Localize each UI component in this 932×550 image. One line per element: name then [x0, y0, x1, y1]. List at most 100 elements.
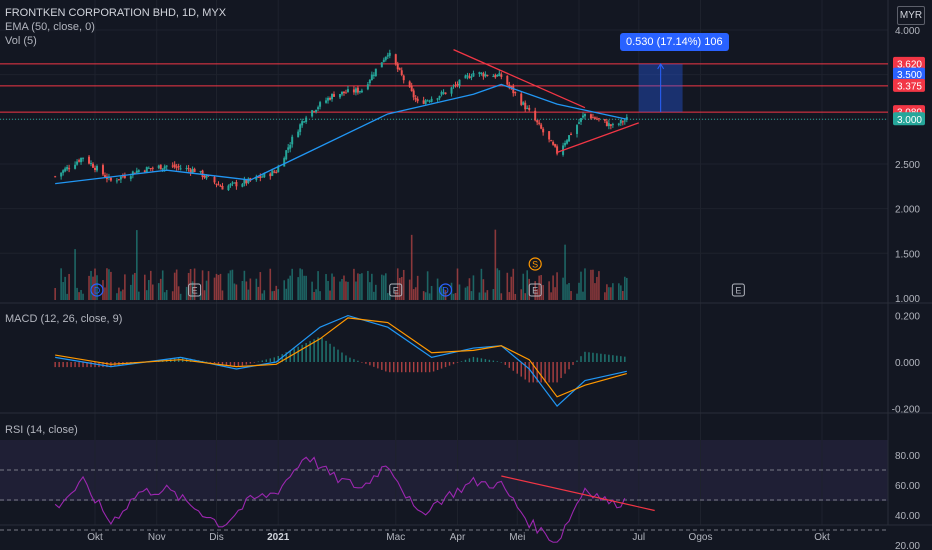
candle-body [64, 168, 67, 172]
volume-bar [478, 292, 481, 300]
volume-bar [373, 291, 375, 300]
volume-bar [54, 287, 56, 300]
candle-body [62, 170, 65, 173]
volume-bar [494, 229, 497, 300]
volume-bar [576, 293, 578, 300]
volume-bar [104, 287, 106, 300]
candle-body [408, 81, 411, 87]
macd-histogram-bar [257, 361, 260, 363]
candle-body [456, 84, 459, 86]
volume-bar [522, 273, 525, 300]
volume-bar [466, 286, 469, 300]
candle-body [346, 89, 349, 93]
candle-body [205, 175, 208, 179]
macd-histogram-bar [532, 362, 534, 383]
macd-histogram-bar [377, 362, 379, 369]
macd-histogram-bar [572, 362, 574, 365]
candle-body [583, 113, 586, 117]
measure-tool[interactable] [638, 62, 683, 113]
vol-legend[interactable]: Vol (5) [5, 35, 37, 47]
time-axis[interactable]: Okt Nov Dis 2021 Mac Apr Mei Jul Ogos Okt [87, 532, 830, 543]
macd-histogram-bar [516, 362, 518, 374]
macd-histogram-bar [600, 353, 602, 362]
rsi-legend[interactable]: RSI (14, close) [5, 424, 78, 436]
candle-body [175, 166, 178, 168]
horizontal-levels[interactable] [0, 63, 888, 120]
candle-body [259, 176, 262, 178]
trendline [556, 122, 639, 153]
candle-body [496, 74, 499, 77]
candle-body [589, 114, 592, 119]
candle-body [101, 165, 104, 175]
macd-line [55, 314, 627, 407]
candle-body [147, 167, 150, 169]
volume-bar [520, 289, 523, 300]
volume-bar [261, 293, 264, 300]
volume-bar [424, 292, 427, 300]
candle-body [263, 173, 266, 178]
candle-body [299, 124, 302, 132]
volume-bar [343, 275, 345, 300]
candle-body [595, 118, 598, 120]
macd-histogram-bar [349, 357, 351, 362]
volume-bar [618, 283, 620, 300]
volume-bar [510, 276, 513, 300]
candle-body [163, 166, 166, 169]
price-axis[interactable]: 4.0003.5002.5002.0001.5001.0003.6203.500… [892, 26, 925, 550]
candle-body [271, 170, 274, 176]
volume-bar [157, 283, 160, 300]
price-label-bg [893, 78, 925, 92]
macd-histogram-bar [357, 360, 359, 362]
volume-bar [327, 281, 329, 300]
volume-bar [82, 293, 84, 300]
candle-body [424, 100, 427, 104]
ema-legend[interactable]: EMA (50, close, 0) [5, 21, 95, 33]
rsi-tick-label: 60.00 [895, 481, 920, 492]
volume-bar [410, 234, 413, 300]
macd-histogram-bar [389, 362, 391, 373]
candle-body [338, 93, 341, 98]
event-markers[interactable]: D E E D S E E [90, 257, 745, 297]
price-label-text: 3.000 [897, 115, 922, 126]
candle-body [90, 163, 93, 165]
volume-bar [110, 271, 112, 300]
candle-body [581, 115, 584, 118]
macd-histogram-bar [329, 343, 331, 362]
volume-bar [231, 269, 234, 300]
candle-body [536, 120, 539, 123]
symbol-title[interactable]: FRONTKEN CORPORATION BHD, 1D, MYX [5, 7, 227, 19]
price-label-text: 3.620 [897, 59, 922, 70]
volume-bar [289, 275, 291, 300]
volume-bar [464, 287, 467, 300]
currency-label[interactable]: MYR [897, 6, 925, 25]
volume-bar [134, 272, 136, 300]
candle-body [95, 166, 98, 171]
trendlines[interactable] [453, 49, 639, 153]
volume-bar [191, 281, 194, 300]
macd-histogram-bar [496, 361, 499, 362]
candle-body [213, 176, 216, 183]
candle-body [386, 55, 389, 57]
candle-body [597, 118, 600, 120]
price-tick-label: 1.000 [895, 294, 920, 305]
volume-bar [203, 290, 206, 300]
volume-bar [414, 287, 417, 300]
macd-histogram-bar [620, 356, 622, 362]
candle-body [552, 142, 555, 145]
macd-histogram-bar [249, 362, 252, 364]
candle-body [607, 123, 610, 127]
macd-legend[interactable]: MACD (12, 26, close, 9) [5, 313, 123, 325]
candle-body [305, 117, 308, 122]
candle-body [352, 89, 355, 93]
candle-body [88, 156, 91, 164]
candle-body [285, 150, 288, 160]
candle-body [317, 107, 320, 110]
candle-body [556, 146, 559, 154]
macd-histogram-bar [269, 358, 271, 362]
volume-bar [205, 280, 208, 300]
volume-bar [175, 269, 178, 300]
candle-body [217, 184, 220, 186]
candle-body [384, 56, 387, 60]
time-tick-label: Okt [87, 532, 103, 543]
